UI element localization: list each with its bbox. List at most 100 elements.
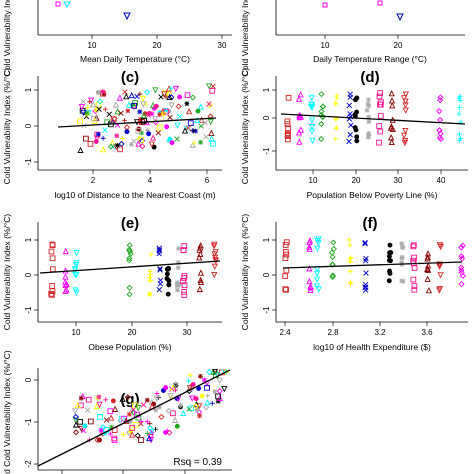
data-point — [192, 403, 199, 410]
data-point — [376, 123, 382, 129]
data-point — [387, 242, 393, 248]
data-point — [313, 283, 321, 290]
data-point — [135, 128, 142, 134]
data-point — [114, 133, 120, 139]
data-point — [411, 286, 418, 293]
data-point — [181, 127, 189, 134]
data-point — [152, 116, 159, 123]
data-point — [163, 385, 169, 391]
data-point — [152, 87, 159, 94]
data-point — [366, 119, 372, 125]
data-point — [168, 102, 175, 109]
data-point — [71, 408, 79, 415]
data-point — [169, 386, 175, 392]
x-tick-label: 20 — [352, 176, 361, 185]
scatter-points — [284, 89, 464, 147]
data-point — [458, 253, 465, 260]
data-point — [197, 413, 202, 419]
data-point — [347, 242, 353, 248]
data-point — [205, 393, 211, 399]
data-point — [399, 244, 405, 250]
data-point — [72, 287, 79, 294]
data-point — [386, 278, 392, 284]
data-point — [202, 120, 208, 126]
data-point — [318, 120, 325, 128]
data-point — [100, 424, 107, 431]
data-point — [203, 404, 210, 411]
y-axis-title: Cold Vulnerability Index (%/°C) — [2, 0, 12, 76]
data-point — [396, 13, 404, 22]
data-point — [95, 101, 102, 108]
data-point — [102, 106, 108, 112]
data-point — [196, 285, 203, 293]
data-point — [123, 93, 130, 100]
data-point — [156, 404, 162, 410]
x-tick-label: 3.6 — [421, 328, 433, 337]
data-point — [334, 124, 339, 130]
data-point — [158, 94, 164, 100]
data-point — [49, 266, 56, 273]
data-point — [165, 291, 171, 297]
data-point — [366, 114, 372, 120]
data-point — [130, 102, 136, 108]
data-point — [377, 0, 383, 6]
data-point — [211, 263, 218, 270]
data-point — [178, 403, 184, 408]
data-point — [282, 273, 289, 279]
data-point — [198, 123, 204, 129]
data-point — [117, 146, 123, 153]
data-point — [94, 436, 101, 444]
data-point — [329, 249, 336, 256]
data-point — [71, 266, 79, 273]
data-point — [91, 115, 97, 122]
data-point — [156, 124, 163, 131]
y-tick-label: 1 — [24, 237, 33, 242]
data-point — [121, 432, 126, 437]
data-point — [306, 237, 314, 244]
data-point — [146, 111, 152, 116]
data-point — [377, 101, 384, 108]
data-point — [140, 402, 147, 408]
data-point — [346, 102, 353, 109]
data-point — [117, 417, 124, 424]
y-axis-title: Cold Vulnerability Index (%/°C) — [240, 214, 250, 331]
data-point — [149, 111, 155, 117]
data-point — [128, 141, 134, 147]
data-point — [400, 132, 408, 140]
x-tick-label: 4 — [148, 176, 153, 185]
data-point — [212, 389, 218, 395]
x-tick-label: 2.4 — [279, 328, 291, 337]
data-point — [410, 243, 417, 250]
data-point — [169, 384, 177, 391]
data-point — [402, 127, 409, 135]
regression-line — [280, 113, 466, 125]
data-point — [456, 95, 462, 101]
data-point — [170, 410, 176, 417]
data-point — [181, 275, 187, 281]
data-point — [456, 137, 462, 143]
data-point — [73, 260, 80, 267]
data-point — [138, 437, 144, 443]
data-point — [107, 143, 114, 150]
data-point — [175, 287, 180, 293]
data-point — [62, 247, 69, 255]
data-point — [457, 105, 462, 111]
data-point — [376, 139, 382, 146]
data-point — [318, 108, 325, 115]
data-point — [125, 101, 133, 108]
data-point — [353, 127, 359, 133]
data-point — [389, 102, 396, 109]
data-point — [402, 107, 409, 114]
data-point — [163, 108, 170, 115]
data-point — [138, 130, 144, 136]
data-point — [130, 407, 136, 413]
data-point — [210, 83, 216, 89]
data-point — [124, 129, 130, 135]
data-point — [165, 407, 172, 414]
data-point — [458, 281, 465, 288]
y-tick-label: -1 — [24, 418, 33, 426]
data-point — [424, 255, 431, 262]
data-point — [424, 275, 431, 282]
data-point — [209, 88, 216, 94]
data-point — [459, 272, 467, 279]
